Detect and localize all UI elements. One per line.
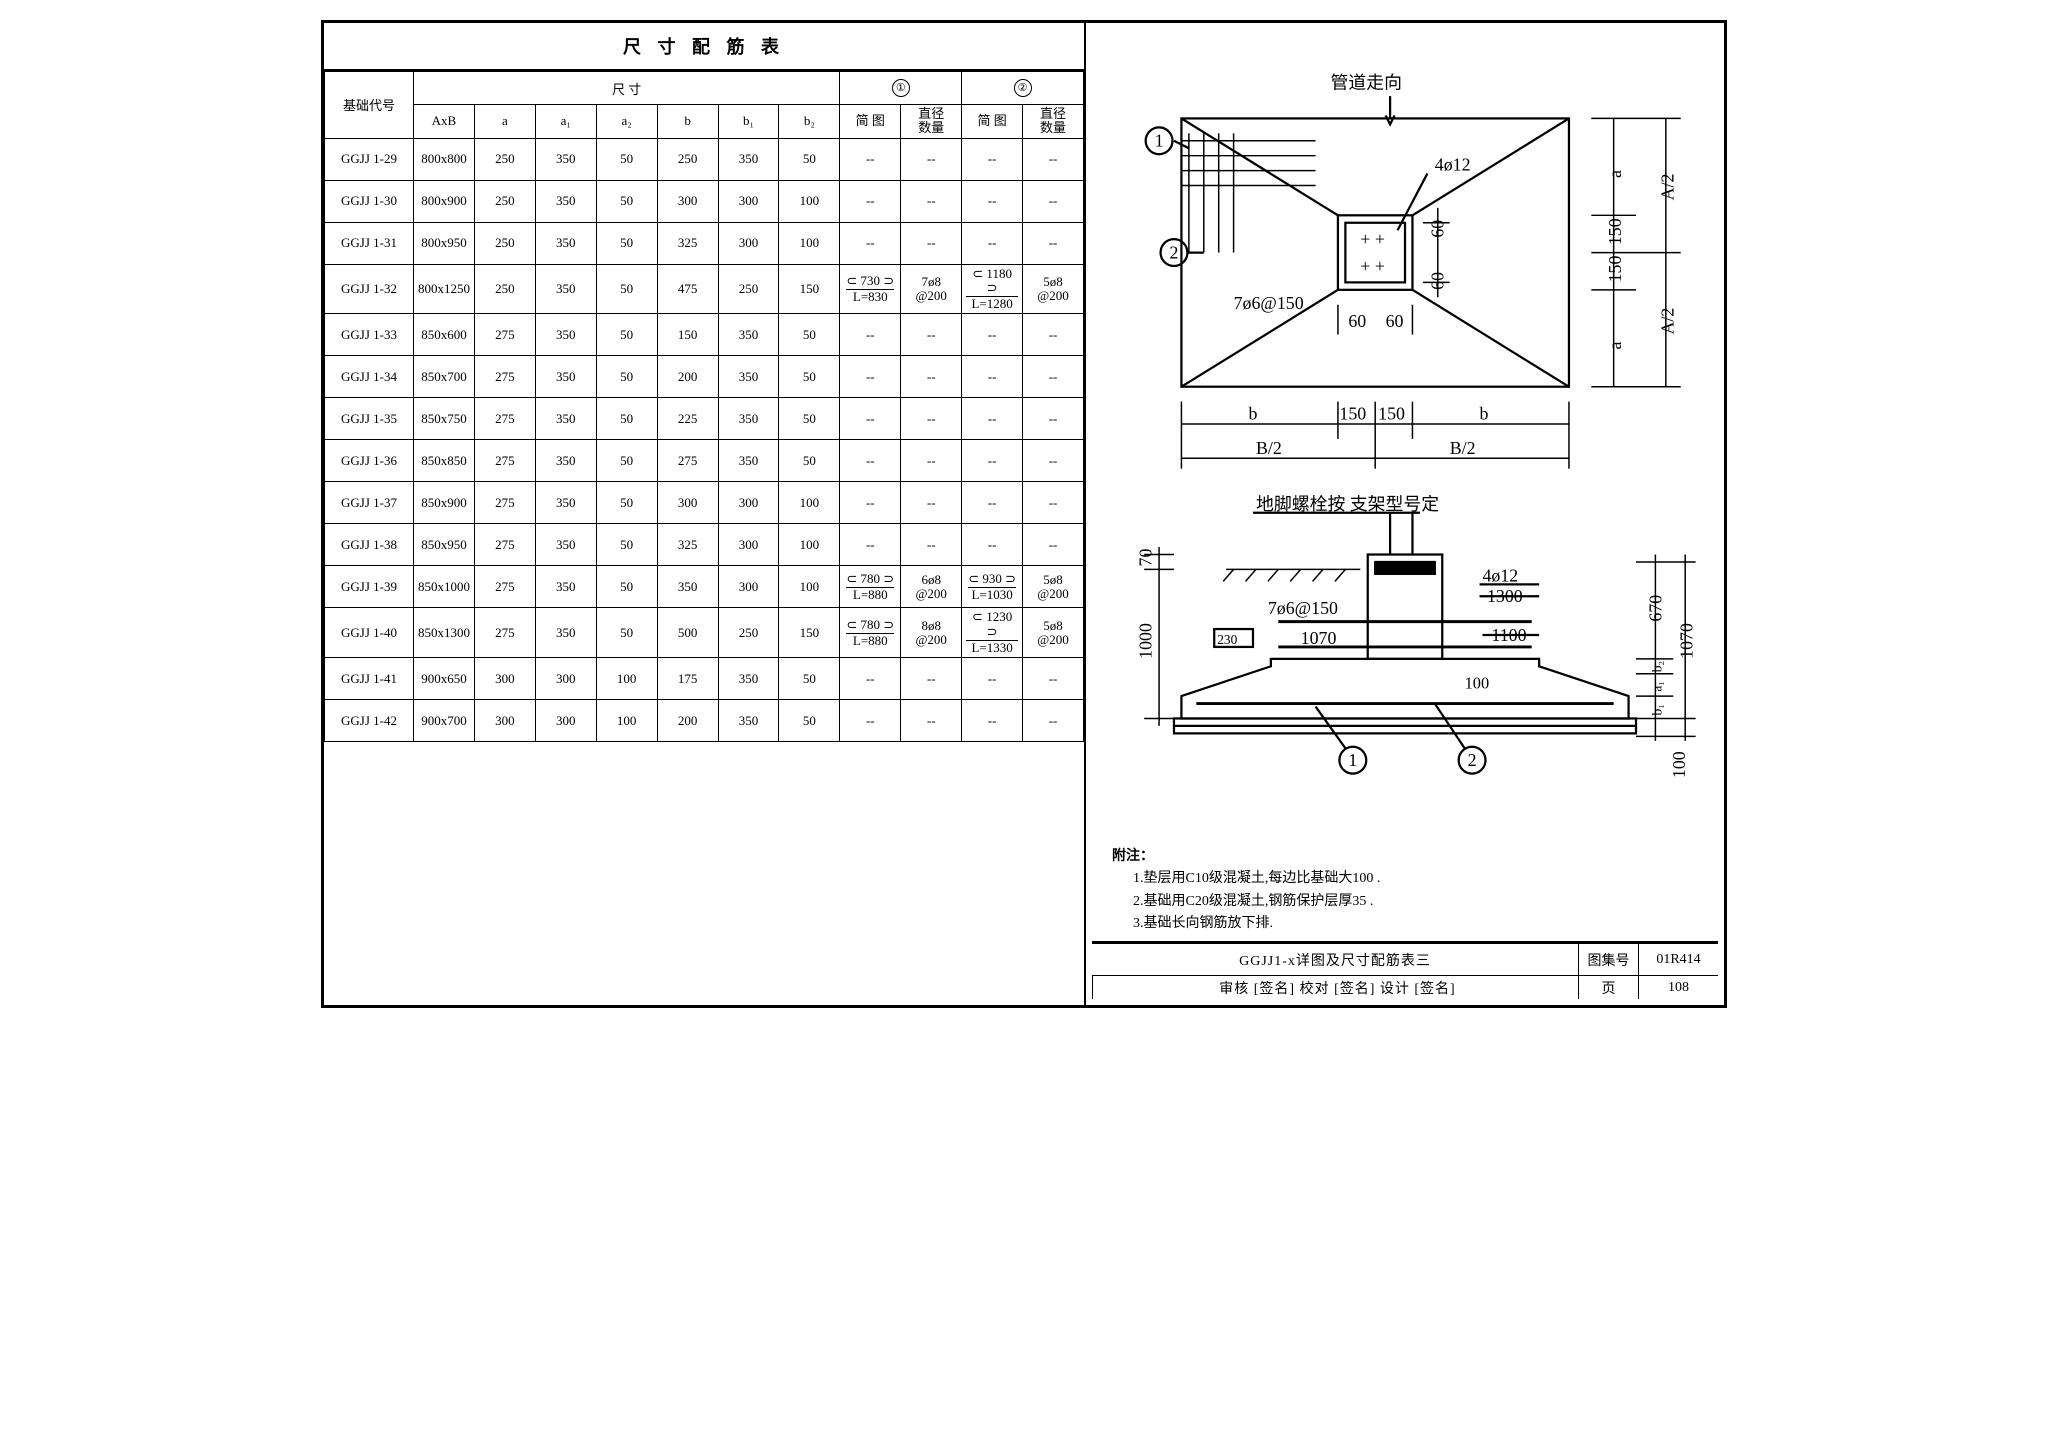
svg-text:230: 230 [1217,632,1237,647]
table-row: GGJJ 1-41900x65030030010017535050-------… [325,658,1084,700]
svg-text:70: 70 [1136,549,1156,567]
svg-text:+ +: + + [1360,229,1385,249]
svg-text:150: 150 [1339,404,1366,424]
svg-text:2: 2 [1170,243,1179,263]
svg-text:150: 150 [1605,218,1625,245]
svg-text:1: 1 [1348,750,1357,770]
th-g2: ② [962,72,1084,105]
th-b2: b₂ [779,105,840,139]
section-view-diagram: 地脚螺栓按 支架型号定 [1092,480,1718,842]
th-b1: b₁ [718,105,779,139]
svg-text:+ +: + + [1360,256,1385,276]
note-3: 3.基础长向钢筋放下排. [1112,913,1708,935]
signature-row: 审核 [签名] 校对 [签名] 设计 [签名] [1092,975,1578,999]
th-b: b [657,105,718,139]
svg-text:1070: 1070 [1677,623,1697,659]
svg-text:B/2: B/2 [1256,438,1282,458]
set-no: 01R414 [1638,943,1718,975]
svg-text:60: 60 [1348,311,1366,331]
svg-text:A/2: A/2 [1657,174,1677,201]
svg-text:4ø12: 4ø12 [1435,155,1471,175]
note-2: 2.基础用C20级混凝土,钢筋保护层厚35 . [1112,891,1708,913]
th-sketch1: 简 图 [840,105,901,139]
notes-block: 附注： 1.垫层用C10级混凝土,每边比基础大100 . 2.基础用C20级混凝… [1092,842,1718,942]
svg-text:670: 670 [1645,595,1665,622]
set-label: 图集号 [1578,943,1638,975]
th-dim-group: 尺 寸 [414,72,840,105]
page-label: 页 [1578,975,1638,999]
svg-text:地脚螺栓按 支架型号定: 地脚螺栓按 支架型号定 [1256,494,1439,514]
table-title: 尺 寸 配 筋 表 [324,23,1084,71]
th-sketch2: 简 图 [962,105,1023,139]
table-row: GGJJ 1-31800x95025035050325300100-------… [325,222,1084,264]
svg-text:管道走向: 管道走向 [1330,73,1402,93]
th-id: 基础代号 [325,72,414,139]
svg-text:b: b [1249,404,1258,424]
table-row: GGJJ 1-42900x70030030010020035050-------… [325,700,1084,742]
table-row: GGJJ 1-37850x90027535050300300100-------… [325,482,1084,524]
svg-text:1070: 1070 [1301,628,1337,648]
th-g1: ① [840,72,962,105]
table-row: GGJJ 1-29800x8002503505025035050-------- [325,138,1084,180]
table-row: GGJJ 1-32800x125025035050475250150730L=8… [325,264,1084,314]
svg-text:a: a [1605,170,1625,178]
svg-text:2: 2 [1468,750,1477,770]
svg-text:60: 60 [1428,220,1448,238]
svg-text:a: a [1605,341,1625,349]
drawing-sheet: 尺 寸 配 筋 表 基础代号 尺 寸 ① ② AxB a a₁ a₂ b b₁ … [321,20,1727,1008]
svg-text:a₁: a₁ [1649,681,1664,692]
svg-text:60: 60 [1386,311,1404,331]
table-row: GGJJ 1-30800x90025035050300300100-------… [325,180,1084,222]
svg-text:150: 150 [1605,256,1625,283]
th-a2: a₂ [596,105,657,139]
svg-text:A/2: A/2 [1657,308,1677,335]
table-row: GGJJ 1-39850x100027535050350300100780L=8… [325,566,1084,608]
table-row: GGJJ 1-33850x6002753505015035050-------- [325,314,1084,356]
th-a1: a₁ [535,105,596,139]
svg-text:b₁: b₁ [1649,704,1664,715]
svg-text:B/2: B/2 [1450,438,1476,458]
svg-text:b: b [1480,404,1489,424]
table-row: GGJJ 1-35850x7502753505022535050-------- [325,398,1084,440]
drawing-title: GGJJ1-x详图及尺寸配筋表三 [1092,943,1578,975]
table-row: GGJJ 1-40850x130027535050500250150780L=8… [325,608,1084,658]
svg-text:1: 1 [1155,131,1164,151]
diagram-panel: + + + + 1 2 管道走向 [1086,23,1724,1005]
svg-text:7ø6@150: 7ø6@150 [1234,293,1304,313]
th-spec2: 直径 数量 [1023,105,1084,139]
svg-text:4ø12: 4ø12 [1483,565,1519,585]
th-spec1: 直径 数量 [901,105,962,139]
page-no: 108 [1638,975,1718,999]
notes-title: 附注： [1112,846,1708,868]
svg-text:b₂: b₂ [1649,661,1664,672]
table-row: GGJJ 1-38850x95027535050325300100-------… [325,524,1084,566]
table-row: GGJJ 1-36850x8502753505027535050-------- [325,440,1084,482]
note-1: 1.垫层用C10级混凝土,每边比基础大100 . [1112,868,1708,890]
th-a: a [474,105,535,139]
svg-text:60: 60 [1428,272,1448,290]
svg-text:150: 150 [1378,404,1405,424]
svg-text:7ø6@150: 7ø6@150 [1268,598,1338,618]
dimension-table: 基础代号 尺 寸 ① ② AxB a a₁ a₂ b b₁ b₂ 简 图 直径 … [324,71,1084,742]
plan-view-diagram: + + + + 1 2 管道走向 [1092,29,1718,480]
table-panel: 尺 寸 配 筋 表 基础代号 尺 寸 ① ② AxB a a₁ a₂ b b₁ … [324,23,1086,1005]
th-axb: AxB [414,105,475,139]
svg-text:1000: 1000 [1136,623,1156,659]
svg-text:100: 100 [1465,674,1490,693]
svg-text:100: 100 [1669,751,1689,778]
title-block: GGJJ1-x详图及尺寸配筋表三 图集号 01R414 审核 [签名] 校对 [… [1092,941,1718,999]
table-row: GGJJ 1-34850x7002753505020035050-------- [325,356,1084,398]
